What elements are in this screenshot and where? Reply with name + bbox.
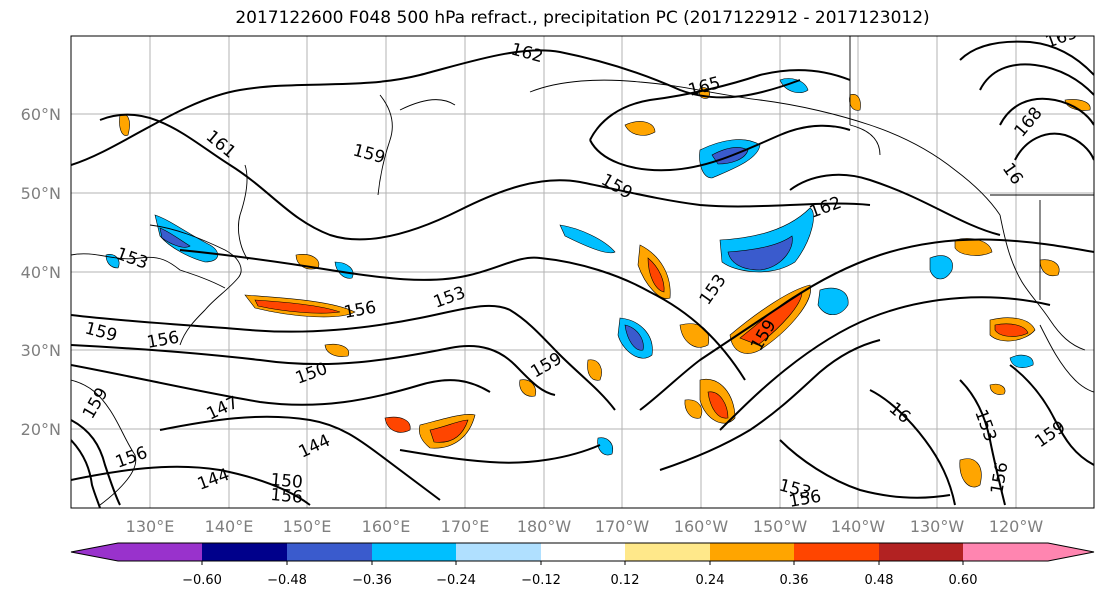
- lon-label: 150°W: [753, 517, 808, 536]
- colorbar-tick-label: 0.24: [696, 573, 725, 588]
- colorbar-segment: [541, 543, 625, 561]
- colorbar-segment: [710, 543, 794, 561]
- longitude-labels: 130°E 140°E 150°E 160°E 170°E 180°W 170°…: [126, 517, 1044, 536]
- colorbar-segment: [794, 543, 879, 561]
- colorbar-tick-label: 0.60: [949, 573, 978, 588]
- graticule: [71, 36, 1094, 508]
- lon-label: 180°W: [517, 517, 572, 536]
- lon-label: 150°E: [283, 517, 332, 536]
- map-frame: [70, 35, 1095, 509]
- colorbar-segment: [202, 543, 287, 561]
- lon-label: 130°E: [126, 517, 175, 536]
- lat-label: 30°N: [21, 341, 61, 360]
- colorbar-tick-label: 0.36: [780, 573, 809, 588]
- colorbar-segment: [372, 543, 456, 561]
- lat-label: 60°N: [21, 105, 61, 124]
- lon-label: 160°E: [362, 517, 411, 536]
- colorbar-segment: [963, 543, 1094, 561]
- lon-label: 140°W: [831, 517, 886, 536]
- contour-label: 156: [787, 487, 822, 512]
- refractivity-contours: [71, 40, 1094, 508]
- colorbar-tick-label: 0.48: [865, 573, 894, 588]
- colorbar-tick-label: −0.60: [182, 573, 222, 588]
- colorbar-tick-label: −0.24: [436, 573, 476, 588]
- lon-label: 170°E: [441, 517, 490, 536]
- lat-label: 20°N: [21, 420, 61, 439]
- lon-label: 160°W: [674, 517, 729, 536]
- lon-label: 170°W: [595, 517, 650, 536]
- lon-label: 120°W: [989, 517, 1044, 536]
- precipitation-patches: [105, 78, 1091, 488]
- colorbar-outline: [70, 542, 1095, 562]
- colorbar-tick-label: −0.36: [352, 573, 392, 588]
- lat-label: 50°N: [21, 184, 61, 203]
- colorbar-tick-label: 0.12: [611, 573, 640, 588]
- colorbar-tick-label: −0.48: [267, 573, 307, 588]
- contour-label: 156: [270, 485, 304, 508]
- lon-label: 140°E: [205, 517, 254, 536]
- map-title: 2017122600 F048 500 hPa refract., precip…: [235, 8, 930, 28]
- colorbar-tick-label: −0.12: [521, 573, 561, 588]
- lon-label: 130°W: [910, 517, 965, 536]
- colorbar-segment: [625, 543, 710, 561]
- colorbar: −0.60 −0.48 −0.36 −0.24 −0.12 0.12 0.24 …: [70, 542, 1095, 588]
- colorbar-segment: [456, 543, 541, 561]
- coastlines: [71, 36, 1094, 506]
- colorbar-segment: [71, 543, 202, 561]
- latitude-labels: 60°N 50°N 40°N 30°N 20°N: [21, 105, 61, 439]
- lat-label: 40°N: [21, 263, 61, 282]
- colorbar-segment: [879, 543, 963, 561]
- contour-label: 150: [270, 470, 304, 493]
- colorbar-segment: [287, 543, 372, 561]
